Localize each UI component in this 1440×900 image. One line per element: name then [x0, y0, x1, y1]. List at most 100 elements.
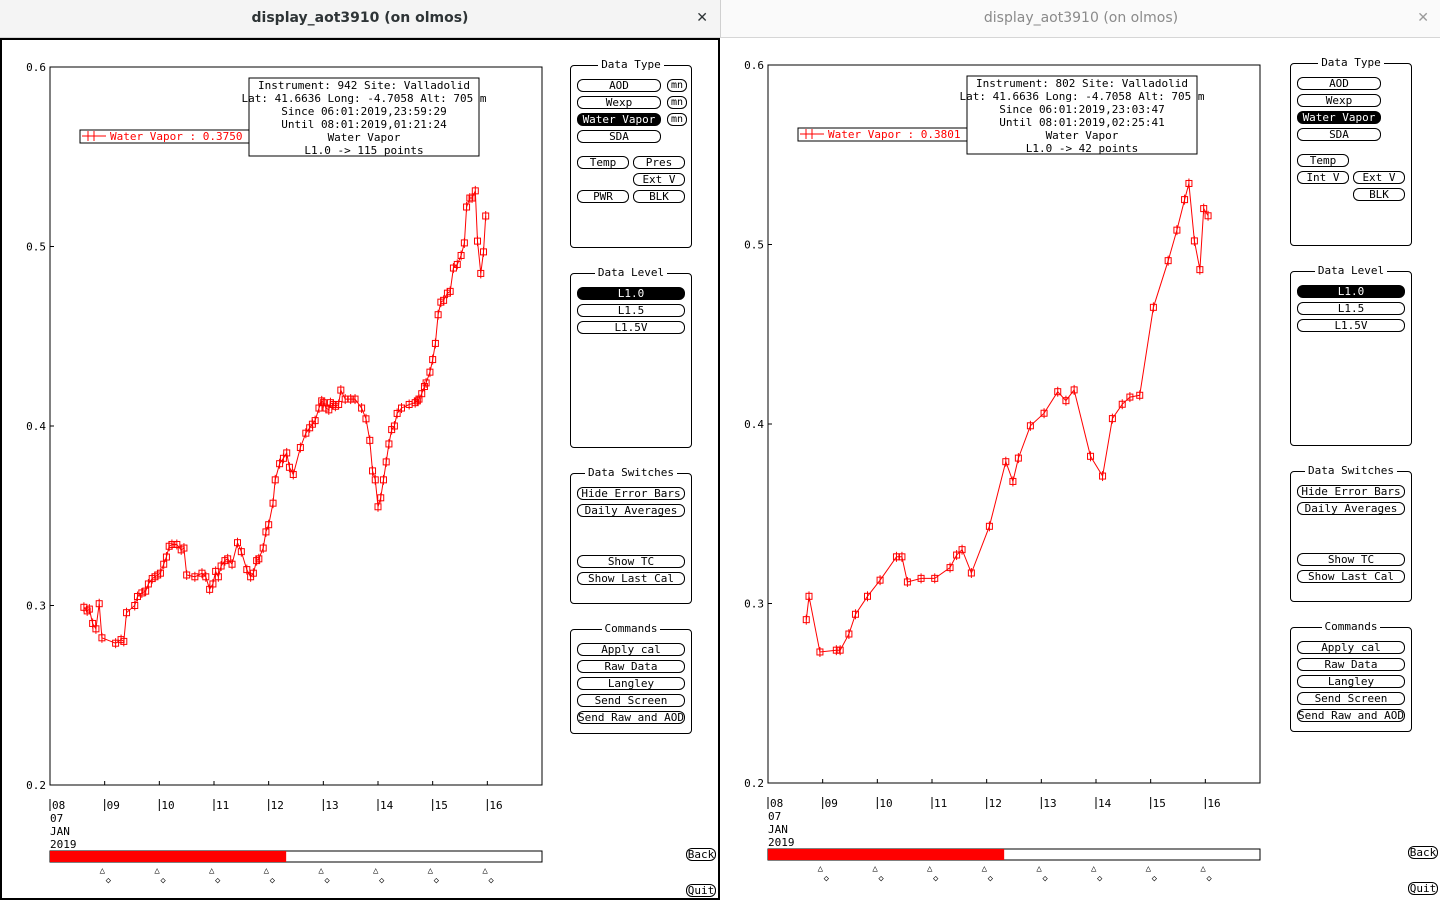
date-label: 2019 — [768, 836, 795, 849]
quit-button[interactable]: Quit — [1408, 882, 1438, 895]
data-point — [347, 395, 355, 403]
data-point — [362, 415, 370, 423]
level-l15-button[interactable]: L1.5 — [1297, 302, 1405, 315]
y-tick-label: 0.6 — [26, 61, 46, 74]
data-point — [898, 553, 906, 561]
plot-frame — [767, 64, 1261, 784]
triangle-marker-icon: △ — [373, 866, 379, 876]
title-bar[interactable]: display_aot3910 (on olmos) ✕ — [720, 0, 1440, 38]
int-v-button[interactable]: Int V — [1297, 171, 1349, 184]
triangle-marker-icon: △ — [982, 864, 988, 874]
window-content: 0.6 0.5 0.4 0.3 0.2 08 09 10 11 12 13 14 15 16 07 JAN 20… — [720, 38, 1440, 900]
data-point — [160, 560, 168, 568]
title-bar[interactable]: display_aot3910 (on olmos) ✕ — [0, 0, 720, 38]
blk-button[interactable]: BLK — [633, 190, 685, 203]
data-point — [276, 460, 284, 468]
triangle-marker-icon: △ — [428, 866, 434, 876]
ext-v-button[interactable]: Ext V — [633, 173, 685, 186]
show-tc-button[interactable]: Show TC — [1297, 553, 1405, 566]
data-point — [83, 607, 91, 615]
pwr-button[interactable]: PWR — [577, 190, 629, 203]
raw-data-button[interactable]: Raw Data — [1297, 658, 1405, 671]
data-switches-panel: Data Switches Hide Error Bars Daily Aver… — [1290, 464, 1412, 602]
level-l15v-button[interactable]: L1.5V — [577, 321, 685, 334]
apply-cal-button[interactable]: Apply cal — [1297, 641, 1405, 654]
ext-v-button[interactable]: Ext V — [1353, 171, 1405, 184]
show-last-cal-button[interactable]: Show Last Cal — [1297, 570, 1405, 583]
data-point — [285, 463, 293, 471]
data-point — [1190, 237, 1198, 245]
data-point — [228, 560, 236, 568]
aod-button[interactable]: AOD — [1297, 77, 1381, 90]
level-l15v-button[interactable]: L1.5V — [1297, 319, 1405, 332]
data-point — [302, 429, 310, 437]
triangle-marker-icon: △ — [1200, 864, 1206, 874]
info-line1: Instrument: 802 Site: Valladolid — [976, 77, 1188, 90]
data-point — [845, 630, 853, 638]
show-tc-button[interactable]: Show TC — [577, 555, 685, 568]
triangle-marker-icon: △ — [1036, 864, 1042, 874]
sda-button[interactable]: SDA — [577, 130, 661, 143]
temp-button[interactable]: Temp — [1297, 154, 1349, 167]
langley-button[interactable]: Langley — [1297, 675, 1405, 688]
wexp-button[interactable]: Wexp — [577, 96, 661, 109]
back-button[interactable]: Back — [1408, 846, 1438, 859]
send-raw-aod-button[interactable]: Send Raw and AOD — [577, 711, 685, 724]
pres-button[interactable]: Pres — [633, 156, 685, 169]
window-instrument-802: display_aot3910 (on olmos) ✕ 0.6 0.5 0.4 0.… — [720, 0, 1440, 900]
data-point — [1087, 452, 1095, 460]
temp-button[interactable]: Temp — [577, 156, 629, 169]
close-icon[interactable]: ✕ — [696, 10, 708, 26]
data-point — [224, 555, 232, 563]
close-icon[interactable]: ✕ — [1417, 10, 1429, 26]
data-point — [477, 269, 485, 277]
hide-error-bars-button[interactable]: Hide Error Bars — [1297, 485, 1405, 498]
aod-mn-button[interactable]: mn — [667, 79, 687, 92]
triangle-marker-icon: △ — [318, 866, 324, 876]
raw-data-button[interactable]: Raw Data — [577, 660, 685, 673]
data-point — [851, 610, 859, 618]
send-screen-button[interactable]: Send Screen — [1297, 692, 1405, 705]
daily-averages-button[interactable]: Daily Averages — [577, 504, 685, 517]
back-button[interactable]: Back — [686, 848, 716, 861]
diamond-marker-icon: ◇ — [878, 874, 884, 884]
blk-button[interactable]: BLK — [1353, 188, 1405, 201]
aod-button[interactable]: AOD — [577, 79, 661, 92]
data-point — [413, 397, 421, 405]
level-l10-button[interactable]: L1.0 — [577, 287, 685, 300]
data-point — [269, 499, 277, 507]
data-type-title: Data Type — [598, 58, 664, 71]
sda-button[interactable]: SDA — [1297, 128, 1381, 141]
level-l15-button[interactable]: L1.5 — [577, 304, 685, 317]
data-point — [120, 637, 128, 645]
data-point — [480, 248, 488, 256]
send-screen-button[interactable]: Send Screen — [577, 694, 685, 707]
wexp-button[interactable]: Wexp — [1297, 94, 1381, 107]
window-instrument-942: display_aot3910 (on olmos) ✕ 0.6 0.5 0.4 0.… — [0, 0, 720, 900]
water-vapor-mn-button[interactable]: mn — [667, 113, 687, 126]
triangle-marker-icon: △ — [209, 866, 215, 876]
send-raw-aod-button[interactable]: Send Raw and AOD — [1297, 709, 1405, 722]
data-point — [162, 553, 170, 561]
show-last-cal-button[interactable]: Show Last Cal — [577, 572, 685, 585]
data-point — [95, 600, 103, 608]
data-point — [418, 390, 426, 398]
data-point — [85, 605, 93, 613]
water-vapor-button[interactable]: Water Vapor — [1297, 111, 1381, 124]
daily-averages-button[interactable]: Daily Averages — [1297, 502, 1405, 515]
data-point — [446, 287, 454, 295]
level-l10-button[interactable]: L1.0 — [1297, 285, 1405, 298]
apply-cal-button[interactable]: Apply cal — [577, 643, 685, 656]
data-point — [431, 339, 439, 347]
wexp-mn-button[interactable]: mn — [667, 96, 687, 109]
quit-button[interactable]: Quit — [686, 884, 716, 897]
triangle-marker-icon: △ — [1091, 864, 1097, 874]
water-vapor-button[interactable]: Water Vapor — [577, 113, 661, 126]
data-point — [1002, 458, 1010, 466]
data-point — [473, 237, 481, 245]
info-box — [248, 77, 480, 157]
x-tick-label: 13 — [1043, 797, 1056, 810]
langley-button[interactable]: Langley — [577, 677, 685, 690]
x-tick-label: 13 — [325, 799, 338, 812]
hide-error-bars-button[interactable]: Hide Error Bars — [577, 487, 685, 500]
